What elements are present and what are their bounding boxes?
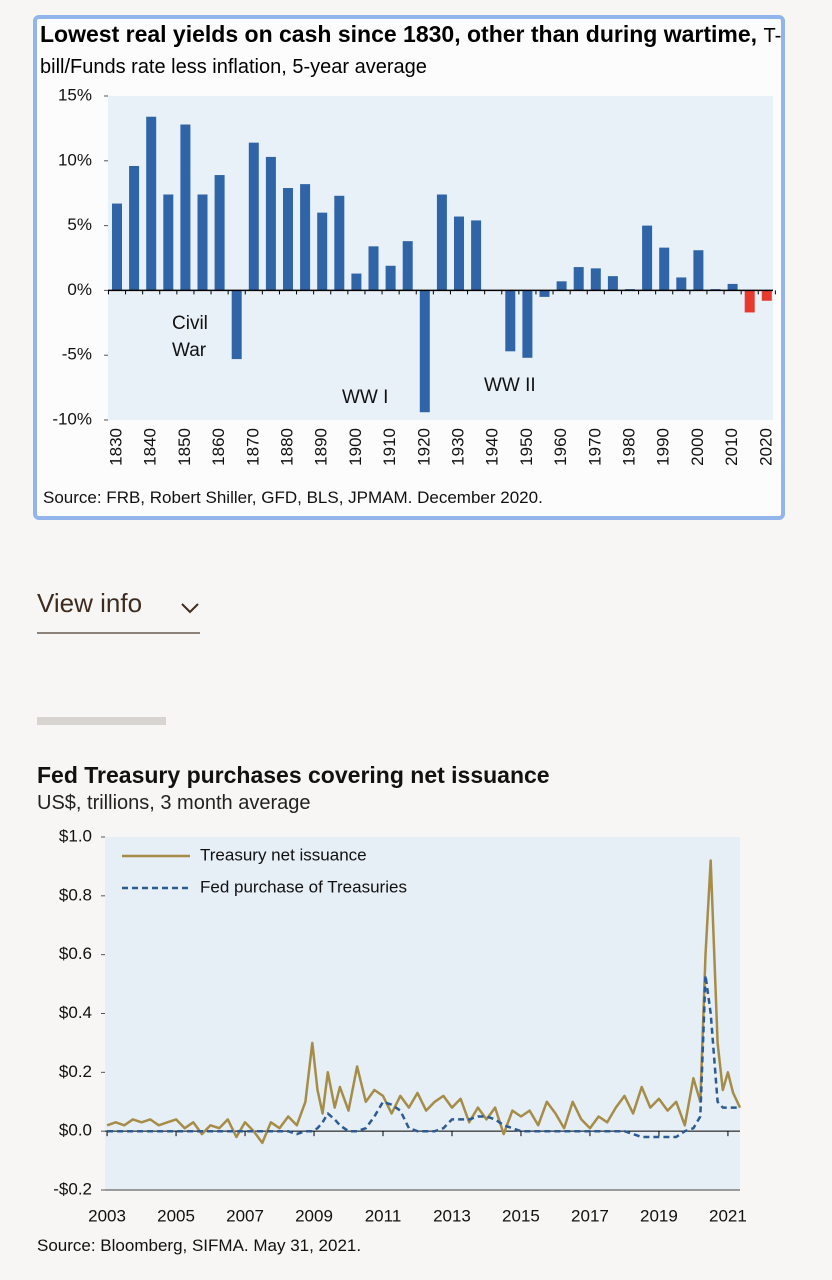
x-tick-label: 2019 bbox=[640, 1206, 678, 1225]
x-tick-label: 1900 bbox=[346, 428, 365, 466]
x-tick-label: 2011 bbox=[365, 1206, 402, 1225]
x-tick-label: 2009 bbox=[295, 1206, 333, 1225]
y-tick-label: -10% bbox=[52, 409, 92, 428]
bar bbox=[248, 142, 259, 291]
x-tick-label: 2007 bbox=[226, 1206, 264, 1225]
chart-title: Fed Treasury purchases covering net issu… bbox=[37, 762, 550, 788]
y-tick-label: $0.6 bbox=[59, 944, 92, 963]
x-tick-label: 1870 bbox=[243, 428, 262, 466]
divider bbox=[37, 717, 166, 725]
bar bbox=[761, 290, 772, 301]
y-tick-label: $1.0 bbox=[59, 826, 92, 845]
bar bbox=[368, 246, 379, 291]
bar bbox=[659, 247, 670, 291]
bar bbox=[334, 195, 345, 291]
bar bbox=[419, 290, 430, 413]
bar bbox=[744, 290, 755, 313]
bar bbox=[163, 194, 174, 291]
y-tick-label: 0% bbox=[67, 280, 92, 299]
x-tick-label: 2003 bbox=[88, 1206, 126, 1225]
x-tick-label: 1970 bbox=[585, 428, 604, 466]
title: Lowest real yields on cash since 1830, o… bbox=[40, 21, 758, 47]
bar bbox=[607, 276, 618, 291]
y-tick-label: -$0.2 bbox=[53, 1179, 92, 1198]
annotation: Civil War bbox=[172, 313, 208, 361]
bar bbox=[300, 184, 311, 291]
bar bbox=[505, 290, 516, 352]
bar bbox=[283, 188, 293, 291]
y-tick-label: $0.0 bbox=[59, 1121, 92, 1140]
legend-label: Treasury net issuance bbox=[200, 845, 367, 864]
x-tick-label: 2010 bbox=[722, 428, 741, 466]
bar bbox=[573, 267, 584, 291]
y-tick-label: 15% bbox=[58, 85, 92, 104]
x-tick-label: 2017 bbox=[571, 1206, 609, 1225]
x-tick-label: 1950 bbox=[517, 428, 536, 466]
bar bbox=[129, 165, 140, 291]
x-tick-label: 2015 bbox=[502, 1206, 540, 1225]
chevron bbox=[181, 603, 199, 614]
bar bbox=[590, 268, 601, 291]
annotation: WW I bbox=[342, 387, 389, 408]
x-tick-label: 2021 bbox=[709, 1206, 747, 1225]
series-line bbox=[107, 974, 740, 1139]
bar bbox=[265, 156, 276, 291]
view-info-button[interactable]: View info bbox=[37, 588, 200, 634]
x-tick-label: 1930 bbox=[448, 428, 467, 466]
y-tick-label: 10% bbox=[58, 150, 92, 169]
x-tick-label: 2000 bbox=[688, 428, 707, 466]
legend-label: Fed purchase of Treasuries bbox=[200, 877, 407, 896]
x-tick-label: 2005 bbox=[157, 1206, 195, 1225]
x-tick-label: 1940 bbox=[483, 428, 502, 466]
x-tick-label: 1850 bbox=[175, 428, 194, 466]
bar bbox=[112, 203, 122, 291]
bar bbox=[676, 277, 687, 291]
view-info-label: View info bbox=[37, 588, 143, 618]
y-tick-label: 5% bbox=[67, 215, 92, 234]
bar bbox=[642, 225, 653, 291]
x-tick-label: 2020 bbox=[756, 428, 775, 466]
bar bbox=[471, 220, 482, 291]
y-tick-label: -5% bbox=[62, 345, 92, 364]
bar bbox=[385, 265, 396, 291]
y-tick-label: $0.8 bbox=[59, 885, 92, 904]
bar bbox=[727, 283, 738, 291]
bar bbox=[180, 124, 191, 291]
bar bbox=[522, 290, 533, 358]
source: Source: FRB, Robert Shiller, GFD, BLS, J… bbox=[43, 488, 543, 507]
subtitle: T-bill/Funds rate less inflation, 5-year… bbox=[40, 25, 782, 78]
x-tick-label: 1960 bbox=[551, 428, 570, 466]
x-tick-label: 1830 bbox=[106, 428, 125, 466]
bar bbox=[214, 175, 225, 291]
bar bbox=[317, 212, 328, 291]
x-tick-label: 1880 bbox=[277, 428, 296, 466]
y-tick-label: $0.4 bbox=[59, 1003, 92, 1022]
bar bbox=[693, 250, 704, 291]
bar bbox=[351, 273, 362, 291]
chart-title: Lowest real yields on cash since 1830, o… bbox=[40, 20, 785, 82]
bar bbox=[454, 216, 464, 291]
bar bbox=[402, 241, 413, 291]
source: Source: Bloomberg, SIFMA. May 31, 2021. bbox=[37, 1236, 362, 1255]
chart-subtitle: US$, trillions, 3 month average bbox=[37, 792, 311, 814]
bar bbox=[197, 194, 208, 291]
x-tick-label: 1920 bbox=[414, 428, 433, 466]
x-tick-label: 1910 bbox=[380, 428, 399, 466]
annotation: WW II bbox=[484, 375, 536, 396]
x-tick-label: 1990 bbox=[654, 428, 673, 466]
x-tick-label: 1860 bbox=[209, 428, 228, 466]
bar bbox=[436, 194, 447, 291]
x-tick-label: 2013 bbox=[433, 1206, 471, 1225]
x-tick-label: 1840 bbox=[141, 428, 160, 466]
series-line bbox=[106, 859, 742, 1145]
x-tick-label: 1980 bbox=[619, 428, 638, 466]
bar bbox=[231, 290, 242, 360]
y-tick-label: $0.2 bbox=[59, 1062, 92, 1081]
bar bbox=[146, 116, 157, 291]
x-tick-label: 1890 bbox=[312, 428, 331, 466]
bar bbox=[539, 290, 550, 297]
bar bbox=[556, 281, 567, 291]
